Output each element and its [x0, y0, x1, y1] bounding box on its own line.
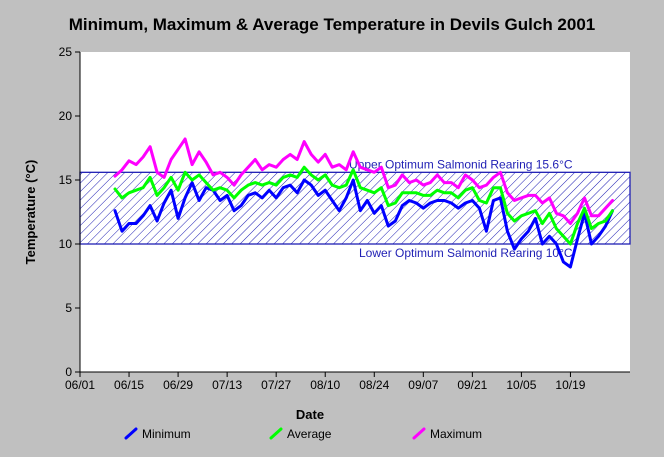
series-line-minimum: [113, 178, 614, 269]
series-line-average: [113, 165, 614, 246]
y-axis-label: Temperature (°C): [23, 160, 38, 265]
y-tick-label: 20: [59, 109, 73, 123]
legend-swatch-maximum: [412, 427, 426, 440]
tick-labels: 0 5 10 15 20 25 06/01 06/15 06/29 07/13 07/27 08/10…: [59, 45, 586, 392]
series-lines: [113, 137, 614, 269]
x-tick-label: 07/27: [261, 378, 291, 392]
legend-label-minimum: Minimum: [142, 427, 191, 441]
x-tick-label: 06/29: [163, 378, 193, 392]
x-tick-label: 08/10: [310, 378, 340, 392]
x-tick-label: 06/15: [114, 378, 144, 392]
series-line-maximum: [113, 137, 614, 225]
legend-swatch-average: [269, 427, 283, 440]
upper-band-label: Upper Optimum Salmonid Rearing 15.6°C: [349, 157, 573, 171]
lower-band-label: Lower Optimum Salmonid Rearing 10°C: [359, 246, 573, 260]
x-tick-label: 09/21: [457, 378, 487, 392]
legend-swatch-minimum: [124, 427, 138, 440]
x-tick-label: 09/07: [408, 378, 438, 392]
x-axis-label: Date: [296, 407, 324, 422]
axes: [79, 52, 630, 373]
x-tick-label: 06/01: [65, 378, 95, 392]
y-tick-label: 15: [59, 173, 73, 187]
y-tick-label: 25: [59, 45, 73, 59]
y-tick-label: 10: [59, 237, 73, 251]
legend-label-maximum: Maximum: [430, 427, 482, 441]
x-tick-label: 10/05: [506, 378, 536, 392]
x-tick-label: 08/24: [359, 378, 389, 392]
chart-title: Minimum, Maximum & Average Temperature i…: [69, 15, 596, 34]
legend: Minimum Average Maximum: [124, 427, 482, 441]
x-tick-label: 07/13: [212, 378, 242, 392]
y-tick-label: 5: [65, 301, 72, 315]
x-tick-label: 10/19: [555, 378, 585, 392]
y-tick-label: 0: [65, 365, 72, 379]
legend-label-average: Average: [287, 427, 332, 441]
